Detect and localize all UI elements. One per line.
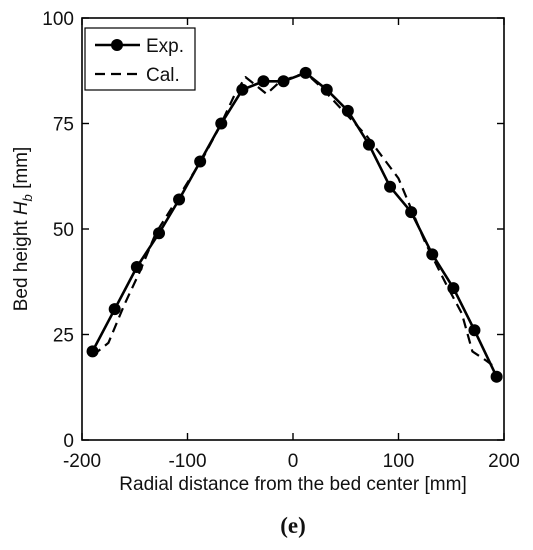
series-exp-line — [91, 71, 498, 378]
y-tick-label: 25 — [53, 326, 74, 347]
y-tick-label: 0 — [63, 431, 74, 452]
series-exp-point — [362, 138, 375, 151]
series-exp-point — [236, 83, 249, 96]
series-exp-point — [384, 180, 397, 193]
series-exp-point — [299, 66, 312, 79]
y-tick-label: 100 — [42, 9, 74, 30]
y-axis-label-symbol: H — [11, 201, 32, 215]
x-axis-label: Radial distance from the bed center [mm] — [119, 474, 466, 495]
series-exp-point — [426, 248, 439, 261]
legend-cal-label: Cal. — [146, 65, 180, 86]
series-exp-point — [130, 260, 143, 273]
legend: Exp. Cal. — [84, 27, 196, 91]
series-exp-point — [108, 303, 121, 316]
x-tick-label: 0 — [288, 451, 299, 472]
series-exp-point — [405, 206, 418, 219]
series-exp-point — [194, 155, 207, 168]
series-exp-point — [320, 83, 333, 96]
legend-box — [84, 27, 196, 91]
y-axis-label-subscript: b — [20, 194, 35, 201]
x-tick-label: 100 — [383, 451, 415, 472]
x-tick-label: 200 — [488, 451, 520, 472]
series-exp-point — [468, 324, 481, 337]
series-exp-point — [341, 104, 354, 117]
series-exp-point — [277, 75, 290, 88]
axis-ticks — [81, 17, 505, 441]
series-exp-point — [173, 193, 186, 206]
series-exp-point — [257, 75, 270, 88]
x-tick-label: -200 — [63, 451, 101, 472]
series-exp-point — [490, 370, 503, 383]
y-tick-label: 75 — [53, 115, 74, 136]
y-axis-label-unit: [mm] — [11, 147, 32, 195]
series-exp-point — [215, 117, 228, 130]
series-layer — [86, 66, 503, 383]
panel-label: (e) — [280, 513, 306, 538]
y-axis-label: Bed height Hb [mm] — [11, 147, 35, 312]
x-tick-label: -100 — [168, 451, 206, 472]
y-tick-label: 50 — [53, 220, 74, 241]
tick-labels: -200 -100 0 100 200 0 25 50 75 100 — [42, 9, 520, 472]
y-axis-label-prefix: Bed height — [11, 215, 32, 311]
series-exp-point — [447, 282, 460, 295]
series-exp-point — [153, 227, 166, 240]
series-cal-line — [91, 71, 498, 370]
legend-exp-label: Exp. — [146, 36, 184, 57]
legend-exp-marker — [111, 39, 123, 51]
series-exp-point — [86, 345, 99, 358]
